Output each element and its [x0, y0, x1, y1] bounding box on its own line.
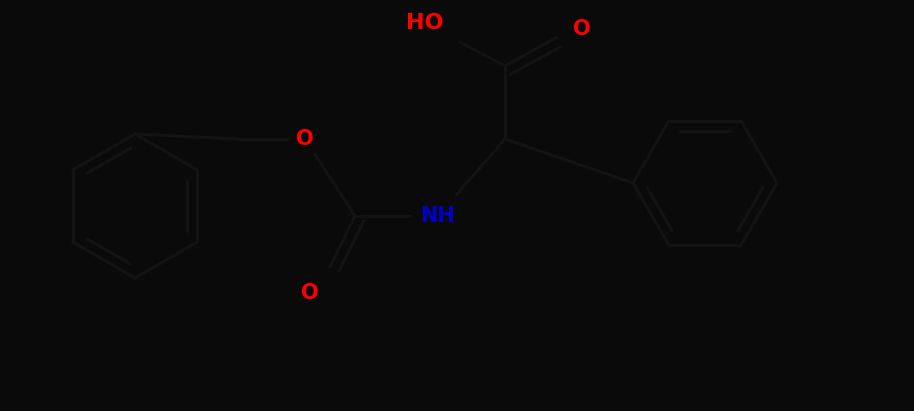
- Text: O: O: [296, 129, 314, 149]
- Text: NH: NH: [420, 206, 455, 226]
- Text: O: O: [302, 283, 319, 303]
- Text: O: O: [573, 19, 590, 39]
- Text: HO: HO: [406, 13, 444, 33]
